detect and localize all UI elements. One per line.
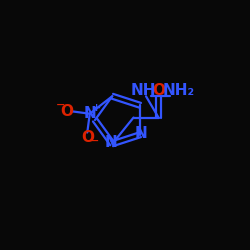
Text: −: − [90,136,100,146]
Text: O: O [152,83,165,98]
Text: O: O [60,104,73,119]
Text: O: O [81,130,94,146]
Text: −: − [56,100,65,110]
Text: NH₂: NH₂ [162,83,194,98]
Text: N: N [105,135,118,150]
Text: NH: NH [130,83,156,98]
Text: N: N [84,106,96,121]
Text: +: + [92,103,102,113]
Text: N: N [135,126,148,141]
